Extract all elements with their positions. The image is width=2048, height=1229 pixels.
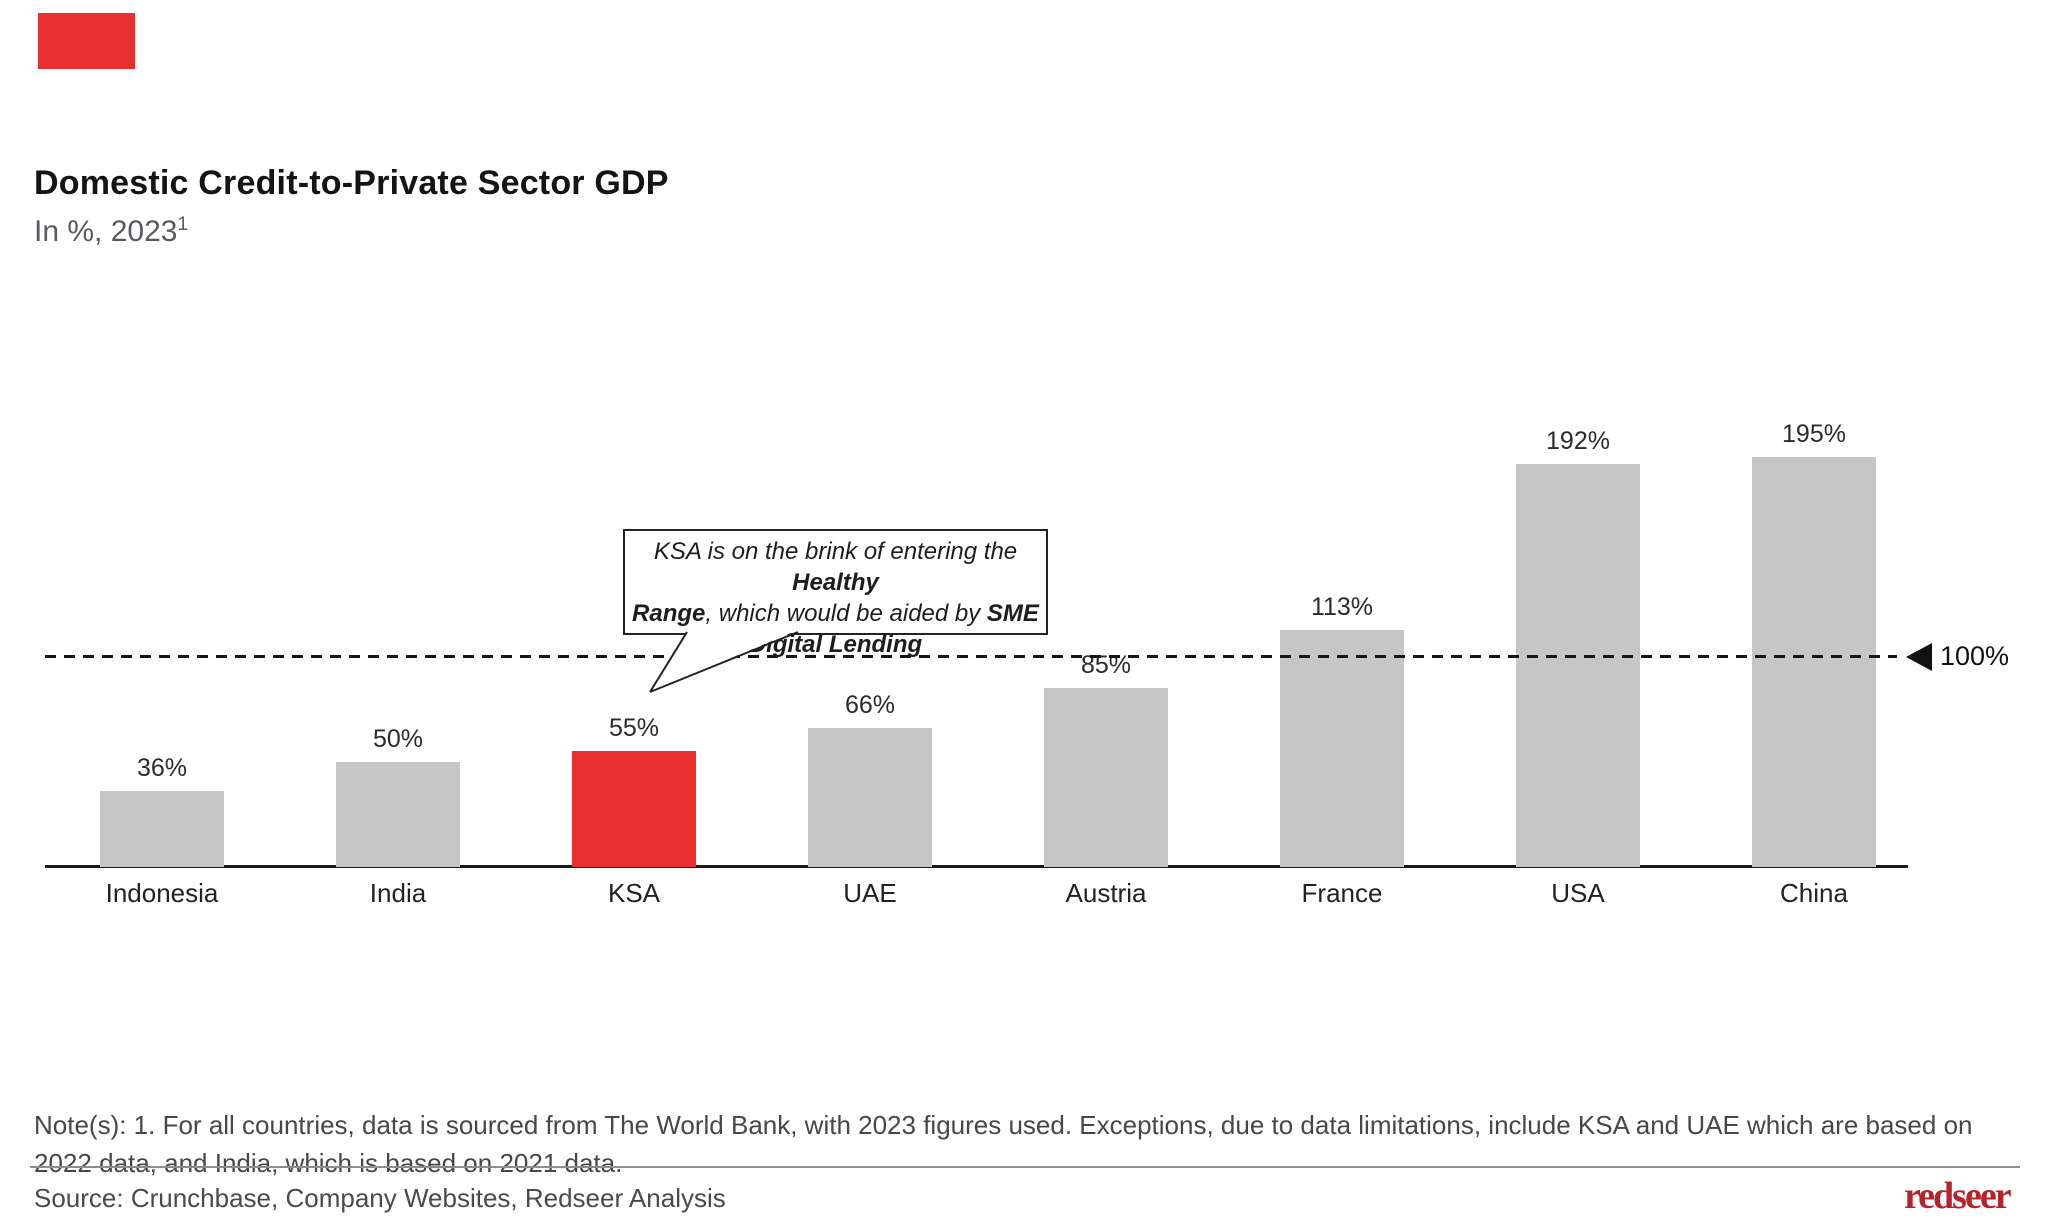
callout-text-line: KSA is on the brink of entering the Heal… [653,538,1018,596]
bar-uae [808,728,932,867]
bar-value-label-france: 113% [1310,593,1374,621]
subtitle-footnote-marker: 1 [177,214,189,235]
ksa-callout: KSA is on the brink of entering the Heal… [623,529,1048,658]
bar-value-label-uae: 66% [844,691,896,719]
bar-value-label-china: 195% [1782,420,1846,448]
bar-austria [1044,688,1168,867]
bar-category-label-france: France [1301,878,1383,908]
notes-text: Note(s): 1. For all countries, data is s… [34,1110,1973,1178]
bar-category-label-ksa: KSA [607,878,661,908]
bar-category-label-china: China [1780,878,1848,908]
bar-value-label-india: 50% [372,725,424,753]
x-axis-line [45,865,1908,868]
bar-ksa [572,751,696,867]
reference-line-label: 100% [1940,641,2010,671]
bar-usa [1516,464,1640,867]
bar-category-label-austria: Austria [1065,878,1147,908]
source-text: Source: Crunchbase, Company Websites, Re… [34,1183,726,1213]
bar-value-label-indonesia: 36% [136,754,188,782]
red-accent-bar [38,13,135,69]
bar-indonesia [100,791,224,867]
bar-china [1752,457,1876,867]
chart-title: Domestic Credit-to-Private Sector GDP [34,164,669,202]
bar-value-label-usa: 192% [1546,427,1610,455]
callout-text-line: Range, which would be aided by SME [632,600,1039,627]
bar-category-label-uae: UAE [843,878,897,908]
chart-subtitle: In %, 20231 [34,214,188,249]
bar-category-label-indonesia: Indonesia [105,878,219,908]
footer-divider [30,1166,2020,1168]
bar-india [336,762,460,867]
bar-value-label-ksa: 55% [608,714,660,742]
subtitle-text: In %, 2023 [34,215,178,248]
bar-category-label-india: India [369,878,427,908]
redseer-logo: redseer [1904,1175,2012,1217]
left-triangle-icon [1906,643,1932,671]
callout-text-line: Digital Lending [748,631,923,658]
bar-france [1280,630,1404,867]
reference-line-100pct [45,655,1897,658]
bar-category-label-usa: USA [1551,878,1605,908]
